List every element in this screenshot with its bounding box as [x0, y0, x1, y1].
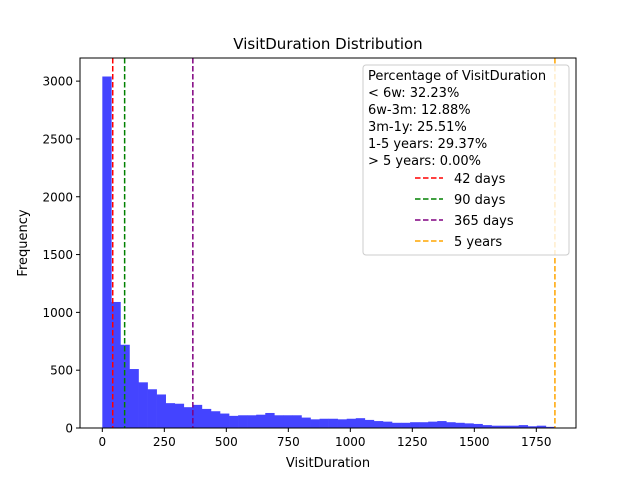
histogram-bar: [328, 418, 338, 428]
histogram-bar: [446, 422, 456, 428]
histogram-bar: [518, 425, 529, 428]
legend-title: Percentage of VisitDuration: [368, 69, 546, 84]
histogram-bar: [509, 425, 520, 428]
legend-stat-line: 1-5 years: 29.37%: [368, 137, 487, 152]
legend-entry-label: 90 days: [454, 193, 506, 208]
legend-entry-label: 365 days: [454, 214, 514, 229]
histogram-bar: [527, 426, 538, 428]
legend-box: [362, 64, 570, 256]
histogram-bar: [292, 415, 302, 428]
histogram-bar: [165, 403, 176, 428]
histogram-bar: [337, 419, 348, 428]
x-tick-label: 500: [215, 435, 238, 449]
histogram-bar: [129, 369, 139, 428]
x-axis-ticks: 0 250 500 750 1000 1250 1500 1750: [98, 428, 552, 449]
legend-entry-label: 42 days: [454, 172, 506, 187]
x-tick-label: 1250: [397, 435, 428, 449]
y-tick-label: 2000: [42, 190, 73, 204]
y-axis-ticks: 0 500 1000 1500 2000 2500 3000: [42, 75, 80, 436]
histogram-bar: [455, 422, 465, 428]
histogram-bar: [274, 415, 284, 428]
legend: Percentage of VisitDuration < 6w: 32.23%…: [362, 64, 570, 256]
histogram-bar: [301, 417, 311, 428]
x-tick-label: 250: [153, 435, 176, 449]
legend-stat-line: 3m-1y: 25.51%: [368, 120, 467, 135]
histogram-bar: [364, 419, 375, 428]
plot-frame: [79, 57, 577, 429]
y-tick-label: 1500: [42, 248, 73, 262]
histogram-bar: [229, 415, 239, 428]
histogram-bar: [283, 415, 293, 428]
x-tick-label: 0: [98, 435, 106, 449]
x-tick-label: 1500: [459, 435, 490, 449]
histogram-bar: [156, 394, 166, 428]
x-tick-label: 1000: [335, 435, 366, 449]
histogram-bar: [210, 411, 221, 428]
y-axis-label: Frequency: [16, 209, 31, 276]
histogram-bar: [391, 422, 402, 428]
histogram-bar: [536, 425, 547, 428]
histogram-bar: [201, 408, 212, 428]
histogram-bar: [373, 421, 384, 428]
histogram-bar: [192, 404, 203, 428]
histogram-bar: [410, 422, 420, 428]
histogram-bar: [437, 421, 447, 428]
y-tick-label: 2500: [42, 132, 73, 146]
legend-stat-line: < 6w: 32.23%: [368, 86, 459, 101]
histogram-bar: [111, 301, 121, 428]
legend-stat-line: 6w-3m: 12.88%: [368, 103, 471, 118]
y-tick-label: 3000: [42, 75, 73, 89]
histogram-bar: [238, 415, 248, 428]
y-tick-label: 0: [65, 422, 73, 436]
histogram-bar: [256, 414, 266, 428]
histogram-bar: [174, 403, 185, 428]
histogram-bar: [464, 423, 474, 428]
histogram-bar: [138, 382, 148, 428]
histogram-bar: [346, 418, 357, 428]
histogram-bar: [382, 421, 393, 428]
histogram-bar: [147, 389, 157, 428]
histogram-bar: [491, 425, 501, 428]
histogram-bar: [500, 425, 510, 428]
histogram-bar: [319, 418, 329, 428]
histogram-bar: [265, 412, 275, 428]
x-tick-label: 1750: [521, 435, 552, 449]
y-tick-label: 500: [50, 364, 73, 378]
histogram-bar: [247, 415, 257, 428]
x-axis-label: VisitDuration: [286, 456, 370, 471]
histogram-bar: [428, 421, 438, 428]
histogram-bar: [401, 422, 411, 428]
histogram-bar: [355, 418, 366, 428]
chart-title: VisitDuration Distribution: [233, 35, 422, 53]
legend-entry-label: 5 years: [454, 235, 502, 250]
histogram-bar: [219, 413, 230, 428]
histogram-bar: [183, 407, 194, 428]
y-tick-label: 1000: [42, 306, 73, 320]
legend-stat-line: > 5 years: 0.00%: [368, 154, 481, 169]
histogram-bar: [310, 419, 320, 428]
histogram-bar: [545, 426, 556, 428]
histogram-bar: [419, 422, 429, 428]
histogram-bar: [102, 76, 112, 428]
histogram-bar: [473, 423, 483, 428]
histogram-bar: [482, 425, 492, 428]
x-tick-label: 750: [277, 435, 300, 449]
